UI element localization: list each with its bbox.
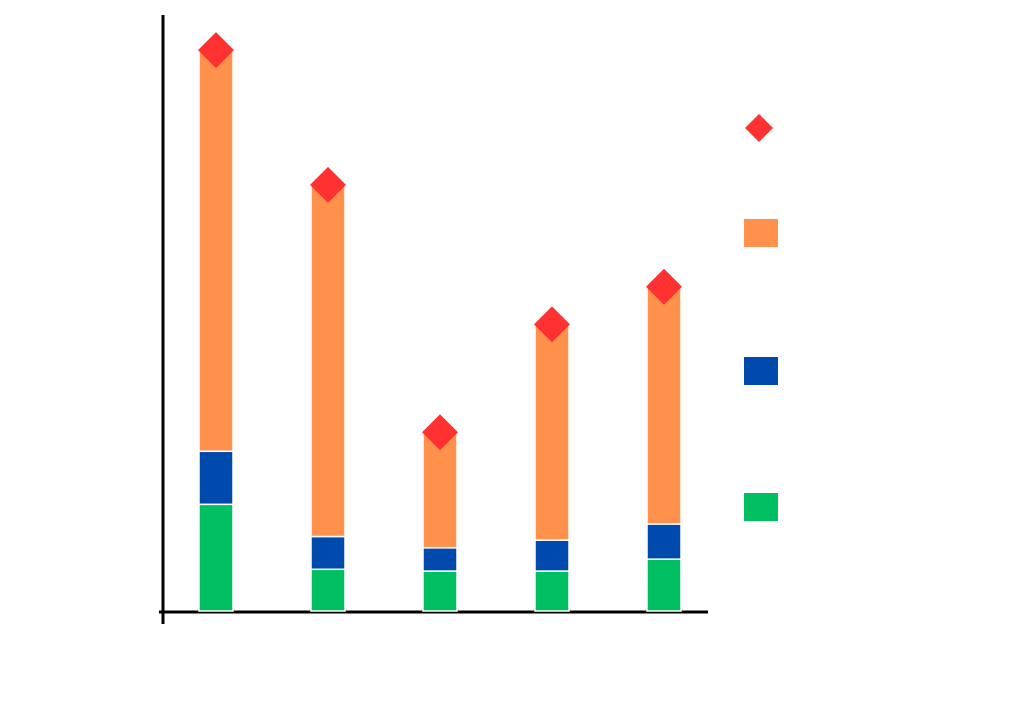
bar-segment bbox=[198, 450, 234, 506]
diamond-marker bbox=[310, 166, 346, 203]
legend-swatch bbox=[744, 219, 778, 247]
legend bbox=[744, 114, 778, 521]
bar-segment bbox=[310, 568, 346, 612]
diamond-marker bbox=[198, 32, 234, 69]
legend-swatch bbox=[744, 357, 778, 385]
bar-segment bbox=[534, 323, 570, 541]
bar-segment bbox=[646, 558, 682, 612]
bar-segment bbox=[310, 535, 346, 571]
diamond-marker bbox=[422, 414, 458, 451]
legend-swatch bbox=[745, 114, 773, 142]
diamond-marker bbox=[646, 268, 682, 305]
bar-segment bbox=[198, 503, 234, 612]
bar-segment bbox=[646, 523, 682, 560]
bar-segment bbox=[310, 184, 346, 538]
bar-segment bbox=[422, 547, 458, 572]
bar-segment bbox=[422, 570, 458, 612]
bar-segment bbox=[646, 286, 682, 525]
bar-segment bbox=[198, 49, 234, 453]
bar-segment bbox=[422, 431, 458, 549]
diamond-marker bbox=[534, 306, 570, 343]
legend-swatch bbox=[744, 493, 778, 521]
bar-segment bbox=[534, 570, 570, 612]
bar-segment bbox=[534, 539, 570, 572]
